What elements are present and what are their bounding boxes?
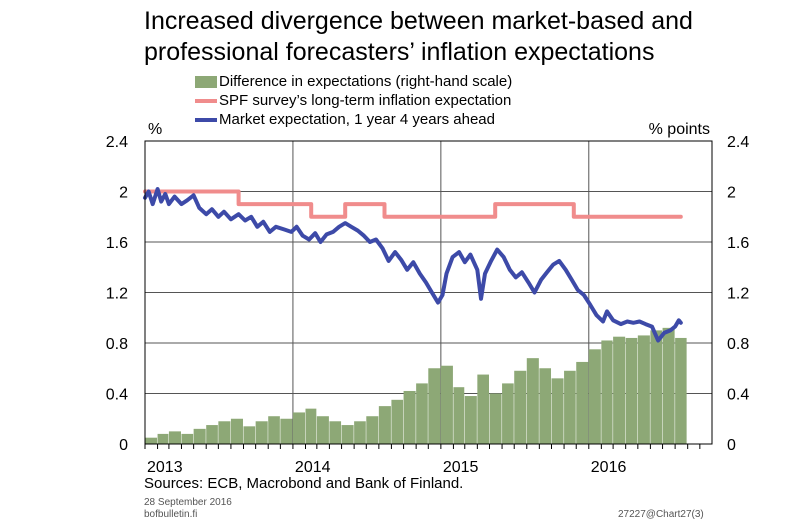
difference-bar	[268, 416, 280, 444]
legend-line-spf	[195, 99, 217, 103]
y-tick-label-left: 1.6	[106, 235, 128, 252]
y-tick-label-left: 1.2	[106, 286, 128, 303]
chart-title: Increased divergence between market-base…	[144, 7, 693, 66]
difference-bar	[292, 412, 305, 444]
difference-bar	[675, 337, 687, 444]
difference-bar	[218, 421, 231, 444]
difference-bar	[316, 416, 329, 444]
difference-bar	[564, 370, 576, 444]
spf-line	[143, 189, 683, 219]
y-tick-label-left: 2	[119, 185, 128, 202]
difference-bar	[637, 335, 650, 444]
axes	[144, 140, 713, 449]
difference-bar	[576, 361, 589, 444]
y-tick-label-left: 0.4	[106, 387, 128, 404]
legend-label-market: Market expectation, 1 year 4 years ahead	[219, 111, 495, 128]
difference-bar	[440, 365, 453, 444]
y-tick-label-right: 0.4	[727, 387, 749, 404]
difference-bar	[625, 337, 638, 444]
difference-bar	[551, 378, 564, 444]
y-tick-label-right: 2.4	[727, 134, 749, 151]
difference-bar	[416, 383, 428, 444]
difference-bar	[464, 396, 477, 444]
y-tick-label-right: 0	[727, 437, 736, 454]
difference-bar	[453, 387, 465, 444]
legend-label-spf: SPF survey’s long-term inflation expecta…	[219, 92, 512, 109]
y-tick-label-right: 2	[727, 185, 736, 202]
y-tick-label-right: 1.2	[727, 286, 749, 303]
difference-bar	[514, 370, 527, 444]
difference-bar	[526, 358, 539, 444]
legend-label-difference: Difference in expectations (right-hand s…	[219, 73, 513, 90]
difference-bar	[168, 431, 181, 444]
plot-frame	[144, 140, 713, 445]
difference-bar	[502, 383, 514, 444]
y-tick-label-left: 0	[119, 437, 128, 454]
publication-date: 28 September 2016	[144, 497, 232, 508]
difference-bar	[428, 368, 441, 444]
sources-note: Sources: ECB, Macrobond and Bank of Finl…	[144, 475, 464, 492]
difference-bar	[354, 421, 366, 444]
difference-bar	[650, 330, 663, 444]
difference-bar	[366, 416, 379, 444]
site-url: bofbulletin.fi	[144, 509, 198, 520]
x-tick-label: 2014	[295, 459, 331, 476]
right-axis-unit: % points	[649, 121, 710, 138]
series-lines	[143, 187, 683, 343]
difference-bar	[378, 406, 391, 444]
x-tick-label: 2016	[591, 459, 627, 476]
y-tick-label-left: 2.4	[106, 134, 128, 151]
difference-bar	[539, 368, 552, 444]
difference-bar	[157, 433, 169, 444]
difference-bar	[588, 349, 601, 444]
difference-bar	[477, 374, 489, 444]
x-tick-label: 2013	[147, 459, 183, 476]
legend-line-market	[195, 118, 217, 122]
left-axis-unit: %	[148, 121, 162, 138]
y-tick-label-right: 0.8	[727, 336, 749, 353]
difference-bar	[255, 421, 268, 444]
difference-bar	[305, 408, 317, 444]
difference-bar	[230, 418, 243, 444]
difference-bar	[341, 425, 354, 444]
y-tick-label-right: 1.6	[727, 235, 749, 252]
difference-bar	[662, 327, 675, 444]
difference-bar	[403, 390, 416, 444]
axis-labels: 0 0 0.4 0.4 0.8 0.8 1.2 1.2 1.6 1.6 2 2 2.4 2.4 2013 20…	[106, 121, 750, 476]
difference-bar	[145, 437, 158, 444]
difference-bar	[613, 336, 626, 444]
legend-swatch-difference	[195, 76, 217, 88]
difference-bar	[329, 421, 342, 444]
difference-bar	[243, 426, 256, 444]
x-tick-label: 2015	[443, 459, 479, 476]
difference-bar	[601, 340, 613, 444]
difference-bar	[206, 425, 218, 444]
difference-bar	[193, 428, 206, 444]
difference-bar	[391, 399, 404, 444]
difference-bar	[489, 393, 502, 444]
y-tick-label-left: 0.8	[106, 336, 128, 353]
difference-bars	[145, 327, 687, 444]
market-expectation-line	[143, 187, 683, 343]
chart-id: 27227@Chart27(3)	[618, 509, 704, 520]
difference-bar	[280, 418, 293, 444]
difference-bar	[181, 433, 194, 444]
